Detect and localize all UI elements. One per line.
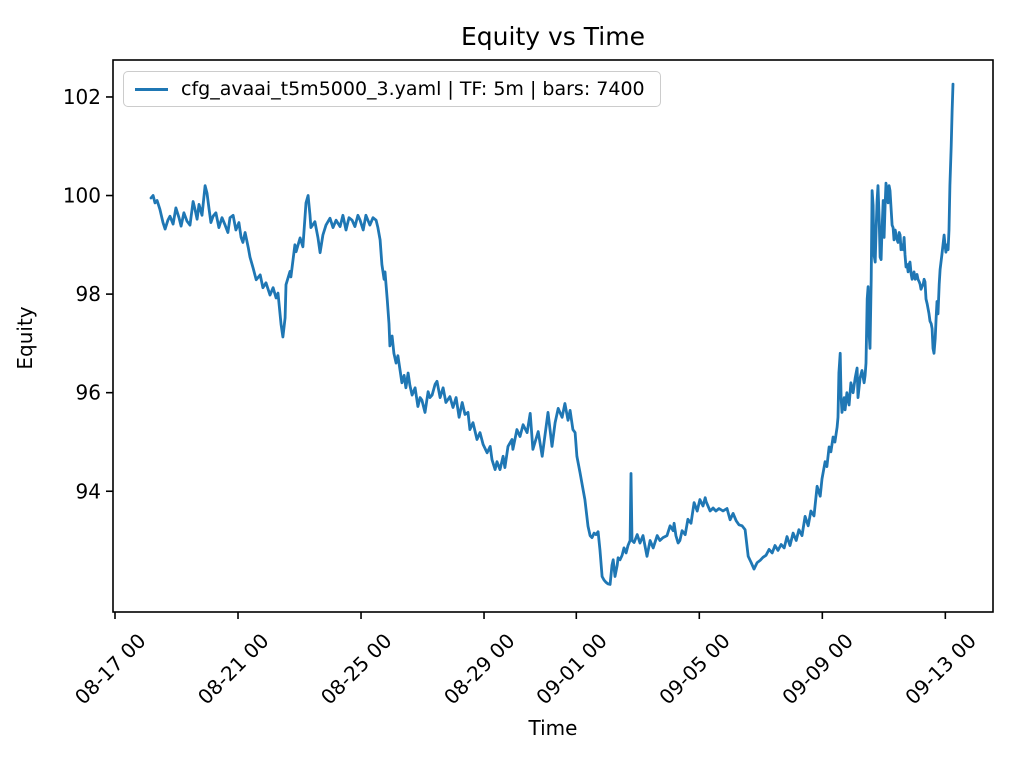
x-tick-label: 08-29 00	[439, 629, 520, 710]
axes-spine	[112, 59, 994, 613]
y-tick-label: 94	[76, 479, 101, 503]
y-tick-label: 96	[76, 381, 101, 405]
y-tick-label: 102	[63, 85, 101, 109]
x-tick-label: 08-25 00	[316, 629, 397, 710]
legend-line-sample	[135, 87, 168, 91]
y-tick-label: 100	[63, 184, 101, 208]
y-tick-label: 98	[76, 282, 101, 306]
chart-title: Equity vs Time	[461, 22, 645, 51]
x-tick-label: 09-05 00	[654, 629, 735, 710]
equity-line	[149, 82, 955, 586]
x-axis-label: Time	[528, 716, 578, 740]
y-axis-label: Equity	[13, 306, 37, 370]
x-tick-label: 09-01 00	[531, 629, 612, 710]
legend: cfg_avaai_t5m5000_3.yaml | TF: 5m | bars…	[123, 71, 661, 107]
x-tick-label: 08-17 00	[70, 629, 151, 710]
legend-label: cfg_avaai_t5m5000_3.yaml | TF: 5m | bars…	[181, 78, 645, 100]
x-tick-label: 09-13 00	[900, 629, 981, 710]
x-tick-label: 09-09 00	[777, 629, 858, 710]
x-tick-label: 08-21 00	[193, 629, 274, 710]
